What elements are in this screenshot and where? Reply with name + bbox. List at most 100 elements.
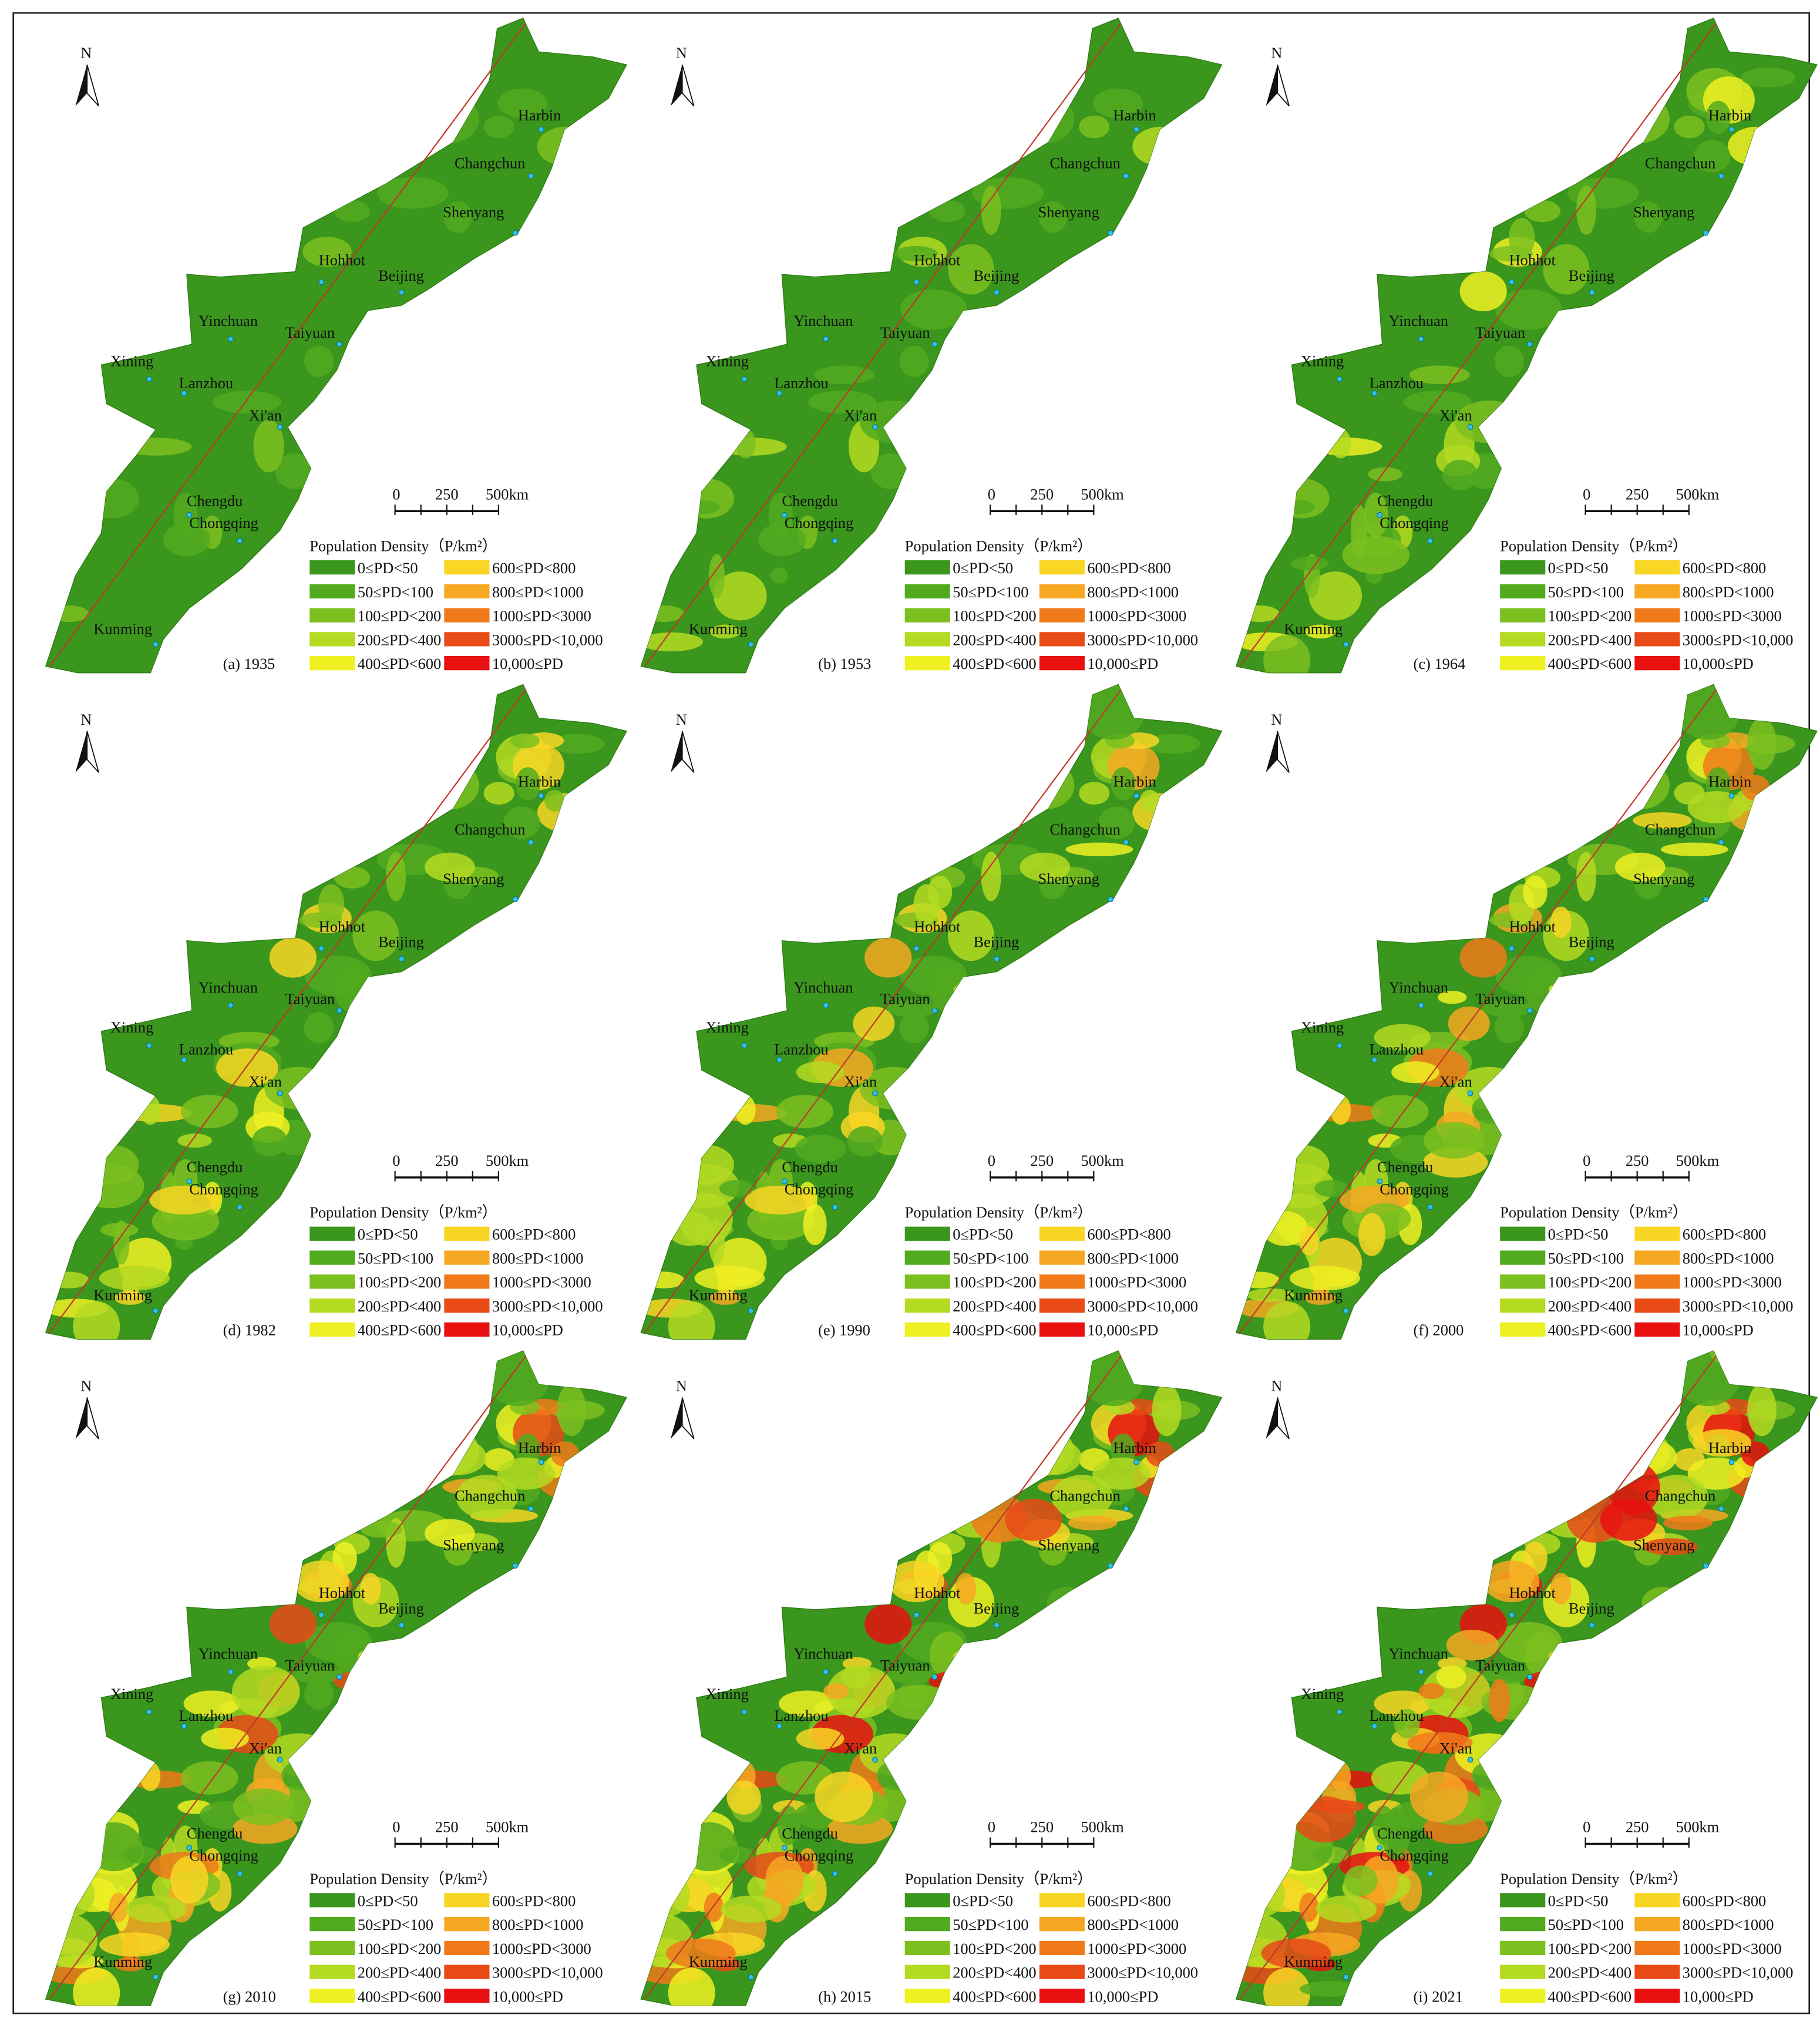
legend-label: 3000≤PD<10,000 [1087,1297,1198,1315]
city-dot [1377,512,1383,518]
legend-swatch [1500,560,1546,575]
city-label: Changchun [455,820,525,838]
legend-label: 0≤PD<50 [358,1226,418,1243]
scale-label: 500km [1081,1818,1124,1836]
legend-swatch [1634,584,1680,598]
city-label: Lanzhou [179,1041,233,1058]
density-blob [1381,1808,1410,1860]
city-label: Xi'an [1439,1073,1472,1091]
city-label: Beijing [1569,267,1614,284]
city-label: Chongqing [785,1180,853,1198]
city-dot [186,1845,193,1851]
legend-label: 800≤PD<1000 [492,1916,584,1933]
city-dot [1526,1674,1533,1680]
legend-swatch [444,1250,490,1265]
legend-swatch [1039,1322,1085,1337]
density-blob [899,1012,929,1044]
city-label: Hohhot [319,917,366,935]
legend-swatch [444,1917,490,1932]
scale-label: 500km [486,1818,529,1836]
city-label: Chongqing [189,514,258,532]
legend-swatch [444,1322,490,1337]
legend-swatch [444,1298,490,1313]
legend-swatch [309,1989,355,2003]
legend-swatch [1634,1989,1680,2003]
density-blob [744,1185,815,1215]
city-label: Xi'an [844,406,877,424]
legend-label: 600≤PD<800 [492,559,576,577]
city-label: Lanzhou [1370,374,1424,392]
density-blob [1152,1384,1182,1437]
legend-label: 10,000≤PD [1087,655,1158,672]
legend-swatch [904,632,950,647]
city-label: Chengdu [1377,492,1433,509]
city-dot [741,376,748,382]
legend-label: 0≤PD<50 [953,1226,1013,1243]
city-label: Hohhot [1509,1584,1556,1602]
density-blob [177,1133,212,1148]
density-blob [1576,852,1597,902]
legend-swatch [1634,656,1680,671]
city-dot [1108,896,1113,903]
city-dot [1703,230,1709,236]
city-label: Xining [705,1685,748,1703]
density-blob [1291,556,1329,571]
legend-title: Population Density（P/km²） [309,537,497,555]
city-label: Beijing [1569,1599,1614,1617]
city-dot [741,1708,748,1715]
density-blob [1394,1708,1420,1738]
legend-swatch [1039,1940,1085,1956]
city-label: Shenyang [443,1536,504,1553]
legend-label: 50≤PD<100 [953,1249,1028,1267]
density-blob [779,1690,836,1717]
city-label: Lanzhou [774,1707,828,1724]
density-blob [776,1095,833,1129]
city-dot [146,1708,152,1715]
legend-swatch [1500,656,1546,671]
legend-swatch [309,1965,355,1979]
density-blob [1634,201,1663,233]
density-blob [1646,1475,1708,1519]
density-blob [183,1690,241,1717]
city-dot [1343,641,1349,648]
city-dot [538,793,544,799]
legend-label: 600≤PD<800 [492,1226,576,1243]
city-dot [832,1871,838,1877]
legend-title: Population Density（P/km²） [1500,1870,1688,1888]
legend-title: Population Density（P/km²） [1500,537,1688,555]
city-label: Shenyang [443,203,504,221]
city-label: Chongqing [189,1180,258,1198]
legend-title: Population Density（P/km²） [309,1870,497,1888]
city-label: Changchun [1645,820,1715,838]
density-blob [641,632,703,652]
city-dot [832,1204,838,1210]
density-blob [927,875,953,909]
legend-swatch [1039,1917,1085,1932]
boundary-line [1239,23,1717,667]
density-blob [73,1967,120,2006]
density-blob [1311,1799,1365,1813]
legend-title: Population Density（P/km²） [1500,1203,1688,1221]
legend-title: Population Density（P/km²） [905,1870,1093,1888]
density-blob [302,237,352,267]
density-blob [1079,115,1110,139]
legend-label: 1000≤PD<3000 [1683,1940,1782,1957]
density-blob [125,1895,187,1923]
legend-swatch [904,1250,950,1265]
city-dot [872,1090,878,1096]
legend-swatch [444,560,490,575]
legend-label: 200≤PD<400 [358,1297,441,1315]
density-blob [1263,1967,1311,2006]
city-dot [186,1178,193,1185]
city-label: Kunming [689,620,748,638]
density-blob [981,852,1001,902]
legend-swatch [1634,608,1680,623]
density-blob [269,1604,317,1644]
city-dot [146,1042,152,1049]
city-dot [781,1845,788,1851]
density-blob [173,493,198,538]
city-dot [931,341,938,348]
city-label: Taiyuan [880,1656,930,1674]
legend-swatch [309,1940,355,1956]
city-label: Hohhot [1509,917,1556,935]
